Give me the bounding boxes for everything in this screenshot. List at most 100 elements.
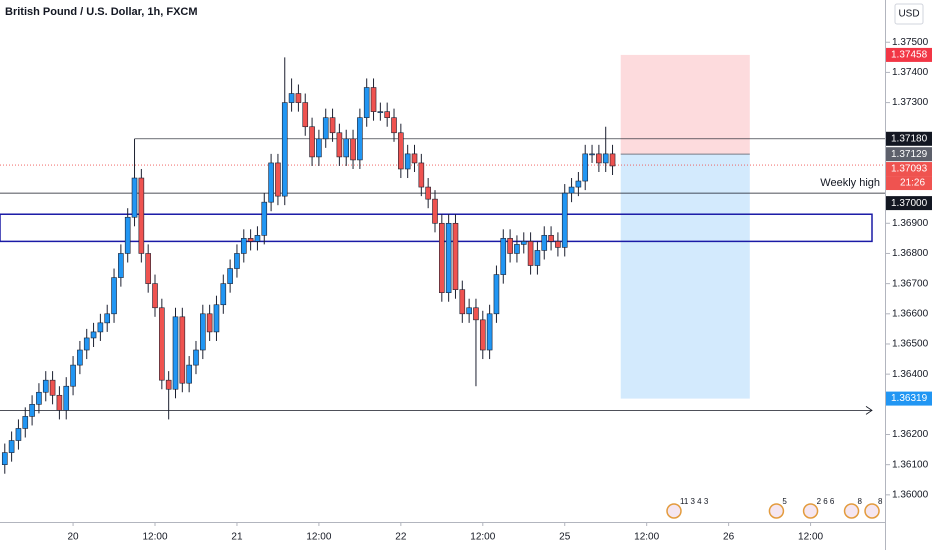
candle-body bbox=[302, 102, 309, 128]
stop-label-box bbox=[886, 47, 932, 62]
candle-body bbox=[206, 313, 213, 333]
candle-body bbox=[602, 153, 609, 164]
candle-body bbox=[514, 244, 520, 254]
candle-body bbox=[357, 117, 363, 161]
candle-body bbox=[486, 313, 493, 351]
event-icon bbox=[666, 503, 682, 519]
candle-body bbox=[56, 394, 63, 411]
candle-body bbox=[425, 186, 431, 200]
y-tick-label: 1.36800 bbox=[892, 248, 929, 259]
countdown-box bbox=[886, 176, 932, 191]
x-tick-label: 21 bbox=[231, 532, 243, 543]
candle-body bbox=[377, 111, 384, 113]
candle-body bbox=[479, 319, 486, 351]
candle-body bbox=[124, 216, 131, 254]
candle-body bbox=[398, 132, 404, 170]
countdown: 21:26 bbox=[900, 178, 925, 189]
x-tick-label: 20 bbox=[68, 532, 80, 543]
candle-body bbox=[240, 238, 247, 254]
y-tick-label: 1.37300 bbox=[892, 97, 929, 108]
x-tick-label: 12:00 bbox=[470, 532, 495, 543]
event-icon bbox=[768, 503, 785, 519]
chart-title: British Pound / U.S. Dollar, 1h, FXCM bbox=[5, 6, 198, 18]
candle-body bbox=[179, 316, 186, 384]
y-tick-label: 1.36600 bbox=[892, 308, 929, 319]
y-tick-label: 1.36400 bbox=[892, 369, 929, 380]
arrow-head bbox=[865, 406, 873, 415]
currency-label[interactable]: USD bbox=[898, 9, 919, 20]
candle-body bbox=[575, 180, 582, 188]
candle-body bbox=[473, 307, 479, 321]
y-tick-label: 1.36200 bbox=[892, 429, 929, 440]
candle-body bbox=[275, 162, 281, 197]
x-tick-label: 12:00 bbox=[142, 532, 167, 543]
candle-body bbox=[507, 238, 513, 254]
x-tick-label: 22 bbox=[395, 532, 407, 543]
event-count: 5 bbox=[782, 497, 787, 506]
candle-body bbox=[15, 428, 22, 441]
candle-body bbox=[29, 404, 35, 417]
candle-body bbox=[145, 253, 151, 284]
candle-body bbox=[22, 416, 29, 429]
candle-body bbox=[541, 235, 548, 251]
candle-body bbox=[193, 349, 199, 366]
y-tick-label: 1.36700 bbox=[892, 278, 929, 289]
candle-body bbox=[555, 241, 561, 248]
candle-body bbox=[220, 283, 227, 306]
entry-label: 1.37129 bbox=[891, 149, 928, 160]
candle-body bbox=[329, 117, 336, 134]
candle-body bbox=[363, 87, 370, 118]
y-tick-label: 1.37400 bbox=[892, 67, 929, 78]
candle-body bbox=[466, 307, 472, 315]
current-price-label-box bbox=[886, 162, 932, 177]
candle-body bbox=[159, 307, 165, 381]
candle-body bbox=[418, 162, 425, 188]
target-label: 1.36319 bbox=[891, 393, 928, 404]
candle-body bbox=[411, 153, 418, 164]
candle-body bbox=[568, 186, 575, 194]
target-label-box bbox=[886, 391, 932, 406]
candle-body bbox=[165, 379, 172, 390]
candle-body bbox=[343, 138, 350, 158]
candle-body bbox=[384, 111, 390, 118]
y-tick-label: 1.36100 bbox=[892, 459, 929, 470]
candle-body bbox=[227, 268, 233, 284]
candle-body bbox=[36, 391, 42, 405]
candle-body bbox=[118, 253, 124, 278]
price-line-text: Weekly high bbox=[820, 177, 880, 189]
event-count: 11 3 4 3 bbox=[680, 497, 709, 506]
candle-body bbox=[322, 117, 329, 140]
candle-body bbox=[548, 235, 554, 242]
y-tick-label: 1.36500 bbox=[892, 339, 929, 350]
candle-body bbox=[70, 364, 76, 387]
candle-body bbox=[582, 153, 589, 182]
currency-button[interactable] bbox=[894, 3, 924, 25]
candle-body bbox=[111, 277, 117, 315]
x-tick-label: 25 bbox=[559, 532, 571, 543]
weekly-high-label: 1.37000 bbox=[891, 198, 928, 209]
candle-body bbox=[213, 304, 220, 333]
level-label: 1.37180 bbox=[891, 133, 928, 144]
candle-body bbox=[152, 283, 158, 309]
x-tick-label: 12:00 bbox=[798, 532, 823, 543]
candle-body bbox=[261, 201, 268, 236]
candle-body bbox=[493, 274, 500, 315]
candle-body bbox=[49, 379, 56, 396]
candle-body bbox=[8, 440, 15, 453]
y-tick-label: 1.37500 bbox=[892, 37, 929, 48]
entry-label-box bbox=[886, 147, 932, 162]
candle-body bbox=[254, 235, 261, 242]
candle-body bbox=[445, 222, 452, 293]
candle-body bbox=[527, 241, 534, 266]
level-label-box bbox=[886, 131, 932, 146]
candle-body bbox=[138, 177, 145, 254]
candle-body bbox=[370, 87, 377, 112]
y-tick-label: 1.36000 bbox=[892, 489, 929, 500]
x-tick-label: 12:00 bbox=[306, 532, 331, 543]
stop-label: 1.37458 bbox=[891, 50, 928, 61]
candle-body bbox=[83, 337, 90, 351]
position-target-zone bbox=[620, 154, 750, 399]
weekly-high-label-box bbox=[886, 196, 932, 211]
event-icon bbox=[864, 503, 880, 519]
